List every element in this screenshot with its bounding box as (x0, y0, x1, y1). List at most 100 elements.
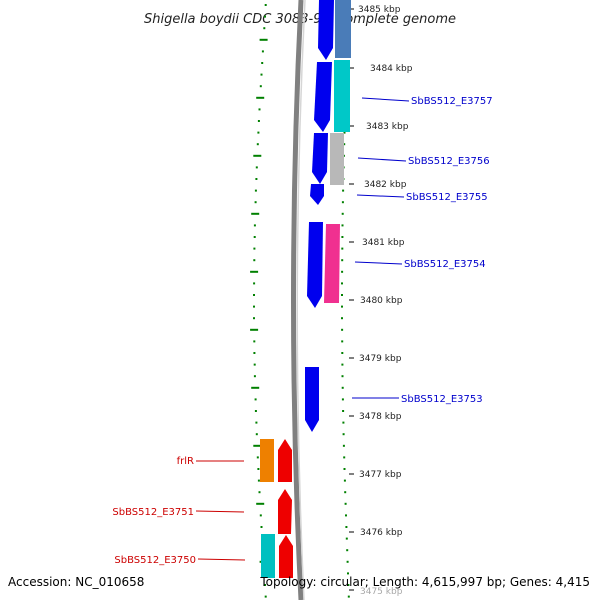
ring-dot (347, 572, 349, 575)
ring-dot (342, 410, 345, 412)
backbone-highlight (296, 0, 306, 600)
ring-dot (264, 15, 266, 18)
gene-label-e3750[interactable]: SbBS512_E3750 (114, 555, 196, 566)
tick-label-3485: 3485 kbp (358, 5, 401, 15)
gene-sbbs512-e3753[interactable] (305, 367, 319, 432)
gene-sbbs512-e3757[interactable] (314, 62, 332, 132)
gene-label-frlr[interactable]: frlR (177, 456, 194, 467)
gene-sbbs512-e3755[interactable] (310, 184, 324, 205)
ring-dot (341, 236, 344, 238)
ring-dot (342, 421, 345, 424)
ring-dot (341, 201, 344, 204)
ring-dot (341, 317, 343, 320)
ring-dot (341, 398, 344, 401)
ring-dot (343, 468, 346, 470)
tick-label-3482: 3482 kbp (364, 180, 407, 190)
ring-dot (254, 201, 257, 204)
inner-dotted-ring (250, 4, 268, 598)
ring-dot (254, 410, 257, 412)
ring-dot (251, 386, 260, 389)
ring-dot (253, 259, 256, 262)
gene-sbbs512-e3751[interactable] (278, 489, 292, 534)
tick-label-3479: 3479 kbp (359, 354, 402, 364)
ring-dot (250, 328, 259, 331)
ring-dot (346, 560, 349, 563)
reverse-gene-labels: frlR SbBS512_E3751 SbBS512_E3750 (112, 456, 246, 566)
reverse-strand-genes (260, 439, 293, 578)
ring-dot (253, 352, 256, 354)
tick-label-3476: 3476 kbp (360, 528, 403, 538)
tick-label-3477: 3477 kbp (359, 470, 402, 480)
forward-gene-labels: SbBS512_E3757 SbBS512_E3756 SbBS512_E375… (352, 96, 493, 405)
gene-sbbs512-e3754[interactable] (307, 222, 323, 308)
ring-dot (341, 259, 344, 262)
ring-dot (256, 456, 259, 459)
tick-label-3484: 3484 kbp (370, 64, 413, 74)
ring-dot (258, 108, 261, 111)
gene-label-e3753[interactable]: SbBS512_E3753 (401, 394, 483, 405)
ring-dot (347, 584, 350, 586)
ring-dot (341, 340, 344, 343)
ring-dot (259, 38, 268, 41)
ring-dot (341, 224, 344, 227)
ring-dot (255, 421, 258, 424)
tick-label-3478: 3478 kbp (359, 412, 402, 422)
label-leader-e3751 (195, 510, 245, 513)
gene-label-e3757[interactable]: SbBS512_E3757 (411, 96, 493, 107)
gene-label-e3751[interactable]: SbBS512_E3751 (112, 507, 194, 518)
ring-dot (253, 363, 256, 366)
ring-dot (257, 468, 260, 470)
ring-dot (251, 212, 260, 215)
ring-dot (259, 85, 262, 88)
gene-frlr[interactable] (278, 439, 292, 482)
ring-dot (264, 595, 267, 598)
ring-dot (341, 294, 343, 296)
ring-dot (344, 502, 347, 505)
gene-sbbs512-e3750[interactable] (279, 535, 293, 578)
gene-sbbs512-e3756[interactable] (312, 133, 328, 184)
ring-dot (257, 120, 260, 122)
ring-dot (343, 456, 346, 459)
tick-label-3481: 3481 kbp (362, 238, 405, 248)
category-blocks (324, 0, 351, 303)
ring-dot (343, 131, 346, 134)
kbp-scale: 3485 kbp 3484 kbp 3483 kbp 3482 kbp 3481… (349, 5, 413, 597)
ring-dot (254, 189, 257, 192)
ring-dot (255, 433, 258, 436)
ring-dot (264, 584, 266, 586)
gene-forward-1[interactable] (318, 0, 334, 60)
gene-label-e3755[interactable]: SbBS512_E3755 (406, 192, 488, 203)
ring-dot (253, 224, 256, 227)
label-leader-e3754 (354, 261, 403, 265)
accession-text: Accession: NC_010658 (8, 575, 144, 589)
ring-dot (253, 375, 256, 378)
gene-frlr-category (260, 439, 274, 482)
forward-strand-genes (305, 0, 334, 432)
genome-summary-text: Topology: circular; Length: 4,615,997 bp… (259, 575, 590, 589)
ring-dot (253, 236, 256, 238)
ring-dot (256, 143, 259, 146)
ring-dot (342, 444, 345, 447)
gene-label-e3754[interactable]: SbBS512_E3754 (404, 259, 486, 270)
ring-dot (345, 514, 347, 517)
gene-label-e3756[interactable]: SbBS512_E3756 (408, 156, 490, 167)
ring-dot (258, 491, 261, 494)
backbone-ring (291, 0, 304, 600)
label-leader-e3756 (357, 157, 407, 162)
ring-dot (341, 212, 344, 215)
ring-dot (260, 73, 263, 76)
category-block-steelblue (335, 0, 351, 58)
ring-dot (264, 4, 267, 6)
ring-dot (341, 328, 344, 331)
ring-dot (341, 282, 343, 285)
ring-dot (345, 537, 348, 540)
label-leader-e3750 (197, 558, 246, 561)
ring-dot (259, 514, 262, 517)
ring-dot (261, 62, 264, 64)
ring-dot (341, 386, 344, 389)
ring-dot (256, 502, 265, 505)
ring-dot (346, 549, 349, 552)
ring-dot (342, 189, 345, 192)
ring-dot (344, 491, 347, 494)
